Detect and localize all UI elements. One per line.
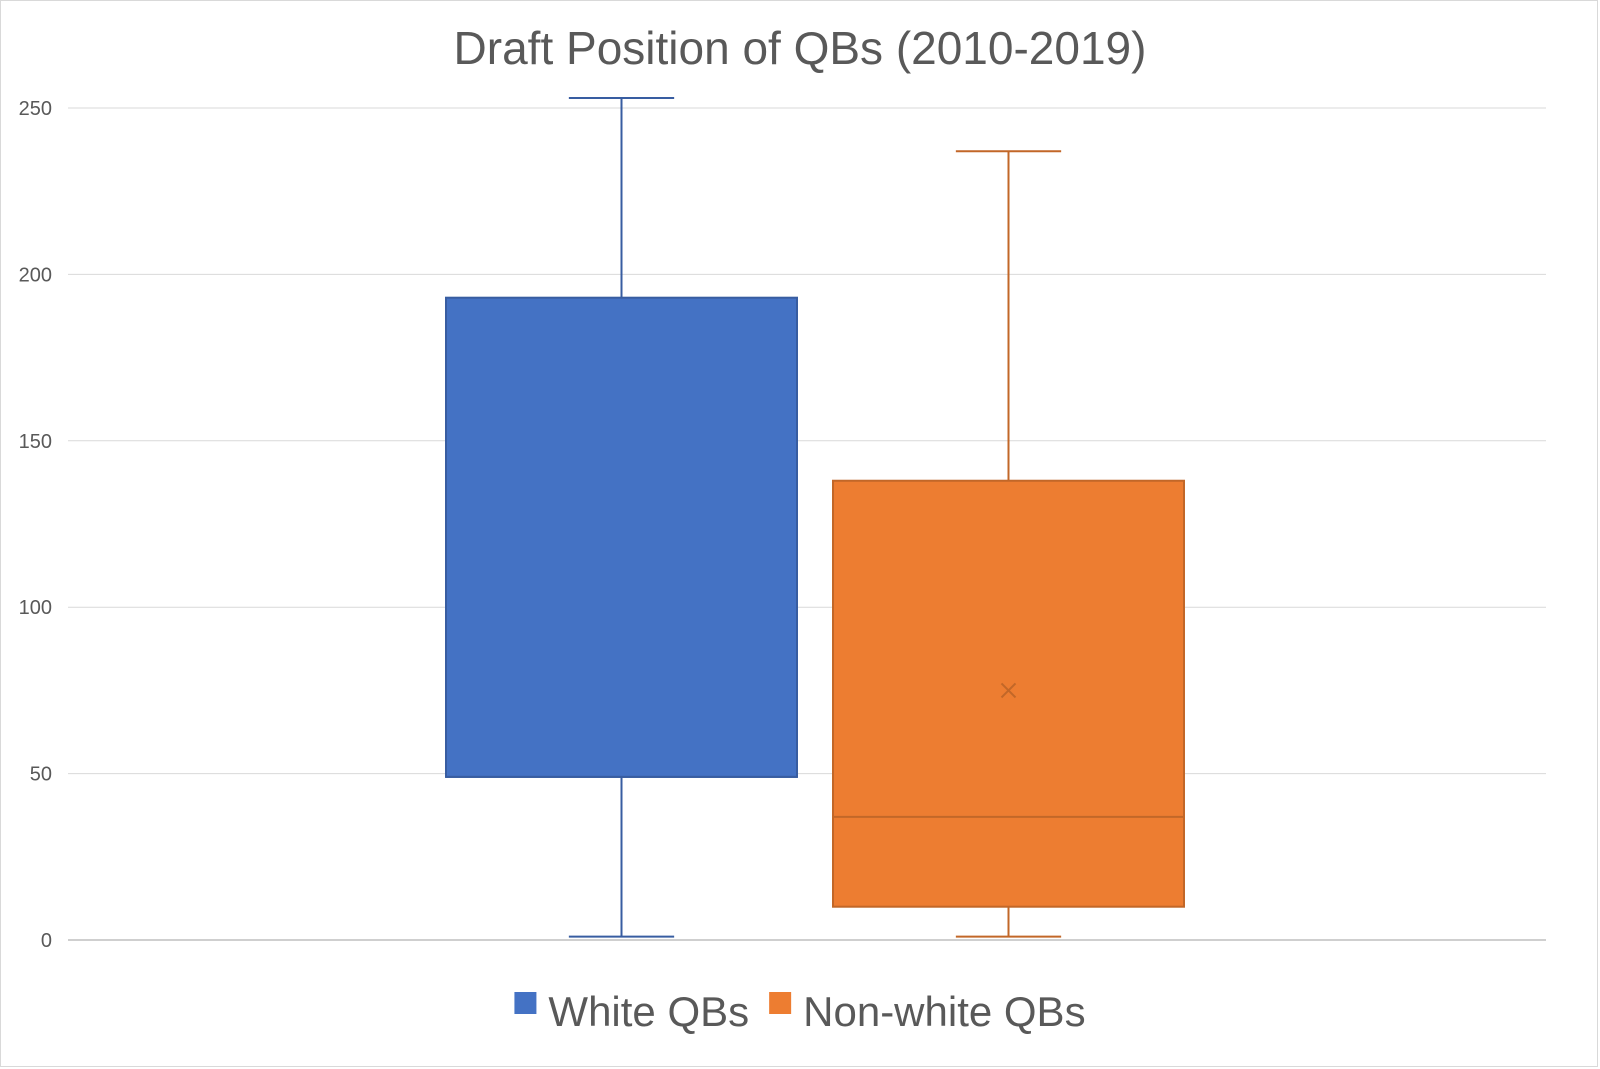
y-tick-label: 50 xyxy=(30,764,52,786)
boxes xyxy=(445,97,1185,938)
box-non-white-qbs xyxy=(832,150,1185,938)
legend: White QBs Non-white QBs xyxy=(514,988,1086,1035)
y-tick-label: 250 xyxy=(19,98,52,120)
gridlines xyxy=(68,107,1546,941)
legend-swatch xyxy=(769,992,792,1014)
legend-label: Non-white QBs xyxy=(803,988,1085,1035)
legend-label: White QBs xyxy=(548,988,749,1035)
y-tick-label: 200 xyxy=(19,264,52,286)
box-white-qbs xyxy=(445,97,798,938)
chart-title: Draft Position of QBs (2010-2019) xyxy=(454,22,1147,74)
mean-marker xyxy=(1000,682,1017,699)
legend-swatch xyxy=(514,992,537,1014)
y-tick-label: 0 xyxy=(41,930,52,952)
y-axis-ticks: 0 50 100 150 200 250 xyxy=(19,98,52,952)
y-tick-label: 100 xyxy=(19,597,52,619)
box-body xyxy=(832,479,1185,908)
y-tick-label: 150 xyxy=(19,431,52,453)
box-body xyxy=(445,296,798,778)
